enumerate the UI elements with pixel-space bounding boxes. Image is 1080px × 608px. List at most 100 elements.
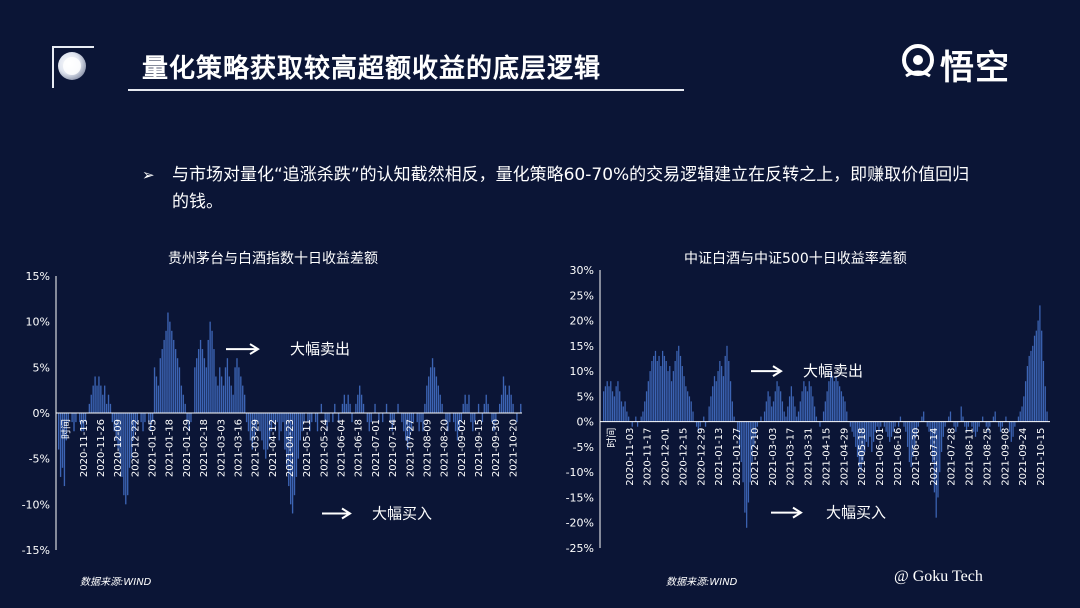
- chart2-bar: [676, 350, 678, 422]
- chart2-bar: [787, 406, 789, 422]
- chart1-bar: [362, 403, 365, 413]
- chart2-bar: [876, 421, 878, 427]
- chart2-bar: [790, 386, 792, 422]
- chart2-bar: [688, 396, 691, 422]
- chart1-bar: [483, 403, 485, 413]
- chart2-bar: [665, 360, 667, 422]
- bullet-text: 与市场对量化“追涨杀跌”的认知截然相反，量化策略60-70%的交易逻辑建立在反转…: [172, 165, 970, 212]
- goku-logo-icon: [902, 44, 934, 78]
- chart1-annotation-arrowhead-icon: [249, 343, 260, 355]
- chart1-bar: [134, 413, 137, 432]
- chart1-bar: [382, 413, 384, 423]
- chart1-source: 数据来源:WIND: [80, 577, 152, 588]
- chart2-bar: [679, 355, 682, 422]
- chart1-bar: [470, 413, 472, 423]
- chart2-bar: [899, 416, 902, 422]
- chart2-x-tick-label: 2021-05-18: [857, 428, 868, 486]
- chart2-bar: [674, 360, 676, 422]
- chart1-bar: [431, 358, 434, 413]
- chart2-bar: [738, 421, 741, 447]
- chart2-bar: [890, 421, 893, 437]
- chart1-bar: [418, 413, 420, 432]
- chart2-bar: [937, 421, 939, 498]
- chart2-bar: [949, 411, 952, 422]
- chart1-bar: [171, 330, 173, 413]
- chart2-bar: [808, 381, 810, 422]
- chart1-bar: [435, 376, 438, 413]
- chart1-bar: [117, 413, 119, 450]
- chart2-bar: [930, 421, 932, 447]
- chart1-bar: [132, 413, 135, 441]
- chart1-bar: [341, 403, 344, 413]
- chart2-bar: [721, 366, 723, 422]
- chart1-bar: [334, 403, 336, 413]
- chart2-bar: [651, 360, 653, 422]
- chart2-bar: [867, 421, 869, 447]
- chart2-bar: [801, 391, 803, 422]
- chart2-x-tick-label: 2021-01-27: [732, 428, 743, 486]
- chart1-bar: [485, 394, 487, 413]
- chart1-bar: [84, 413, 87, 423]
- chart1-bar: [391, 413, 393, 432]
- chart1-bar: [370, 413, 372, 423]
- chart2-bar: [880, 421, 882, 427]
- chart1-bar: [107, 394, 110, 413]
- chart1-x-tick-label: 2021-07-01: [371, 419, 382, 477]
- chart1-bar: [359, 385, 361, 413]
- chart1-bar: [447, 413, 449, 432]
- chart1-bar: [272, 413, 275, 423]
- corner-bracket: [52, 46, 94, 88]
- chart1-bar: [502, 376, 505, 413]
- chart2-bar: [769, 396, 771, 422]
- chart1-bar: [291, 413, 294, 514]
- chart2-bar: [653, 355, 655, 422]
- chart2-bar: [1001, 421, 1003, 427]
- chart2-bar: [917, 421, 919, 427]
- chart1-bar: [416, 413, 418, 423]
- section-badge-icon: [58, 52, 86, 80]
- chart2-bar: [796, 416, 798, 422]
- chart2-bar: [805, 386, 807, 422]
- bullet-point: ➢ 与市场对量化“追涨杀跌”的认知截然相反，量化策略60-70%的交易逻辑建立在…: [142, 162, 982, 216]
- chart1-x-tick-label: 2021-05-24: [319, 419, 330, 477]
- chart2-bar: [624, 401, 626, 422]
- chart1-bar: [282, 413, 284, 423]
- chart2-bar: [645, 391, 648, 422]
- chart2-bar: [729, 381, 732, 422]
- chart1-bar: [58, 413, 60, 450]
- chart1-bar: [148, 413, 150, 423]
- chart2-bar: [840, 391, 843, 422]
- chart1-bar: [115, 413, 117, 441]
- chart1-bar: [424, 403, 426, 413]
- chart2-bar: [944, 421, 946, 427]
- chart2-bar: [797, 411, 800, 422]
- chart1-bar: [222, 385, 225, 413]
- chart2-bar: [763, 411, 766, 422]
- chart2-y-tick-label: -25%: [566, 542, 594, 555]
- chart2-y-tick-label: 0%: [577, 416, 594, 429]
- chart2-bar: [869, 421, 871, 437]
- bullet-arrow-icon: ➢: [142, 166, 155, 184]
- chart2-bar: [926, 421, 928, 427]
- chart1-x-tick-label: 2021-08-20: [440, 419, 451, 477]
- chart1-bar: [104, 385, 106, 413]
- chart2-bar: [815, 416, 818, 422]
- chart1-bar: [290, 413, 292, 505]
- chart1-bar: [408, 413, 411, 441]
- chart2-bar: [681, 366, 683, 422]
- credit-text: @ Goku Tech: [894, 568, 983, 585]
- chart2-bar: [774, 391, 776, 422]
- chart2-bar: [1005, 416, 1007, 422]
- chart1-bar: [270, 413, 273, 432]
- chart2-x-tick-label: 2021-07-14: [929, 428, 940, 486]
- chart1-bar: [284, 413, 286, 450]
- chart2-bar: [622, 406, 624, 422]
- chart2-bar: [1024, 381, 1027, 422]
- chart1-bar: [324, 413, 326, 423]
- chart2-bar: [781, 401, 784, 422]
- chart1-x-tick-label: 2020-11-13: [79, 419, 90, 477]
- chart2-bar: [839, 386, 841, 422]
- chart1-bar: [167, 312, 169, 413]
- chart1-bar: [197, 349, 200, 413]
- chart2-bar: [933, 421, 936, 493]
